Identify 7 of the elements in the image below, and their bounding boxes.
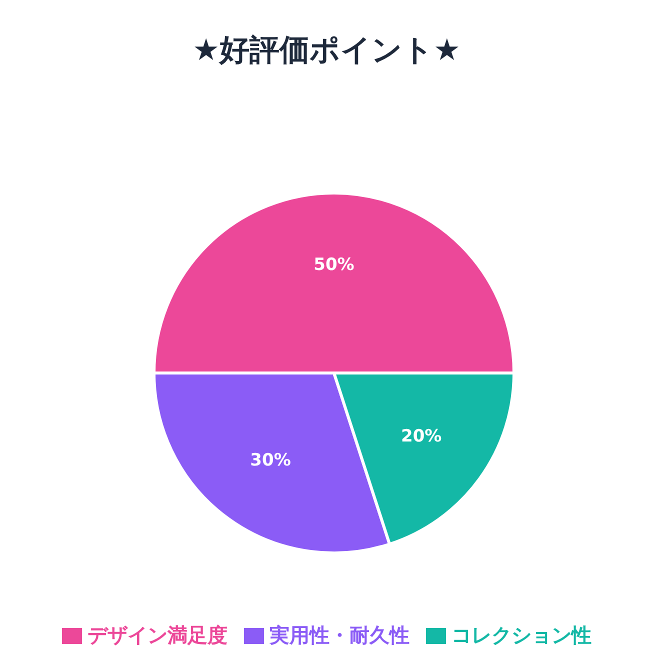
legend-label: 実用性・耐久性 [270,622,410,649]
data-label: 20% [401,426,442,446]
legend-label: デザイン満足度 [88,622,228,649]
data-label: 50% [314,255,354,275]
data-label: 30% [250,450,291,470]
chart-title: ★好評価ポイント★ [192,32,462,70]
legend-label: コレクション性 [452,622,592,649]
